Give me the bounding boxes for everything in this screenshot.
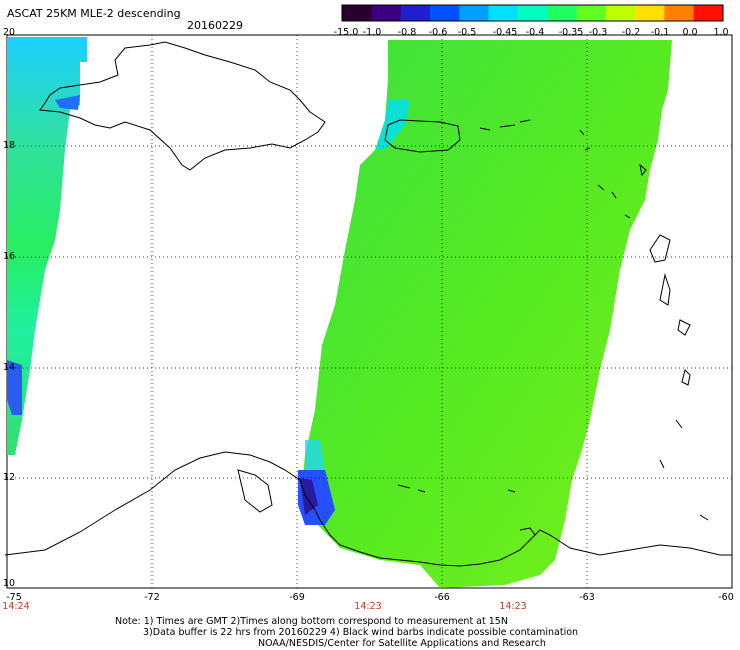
colorbar-segment <box>547 5 577 21</box>
coastlines <box>4 41 732 567</box>
colorbar-label: -0.8 <box>397 27 417 38</box>
longitude-label: -75 <box>6 592 22 603</box>
colorbar-label: -1.0 <box>362 27 382 38</box>
colorbar-label: -0.2 <box>621 27 641 38</box>
longitude-label: -60 <box>718 592 734 603</box>
coastline-hispaniola <box>39 41 326 171</box>
note-line-1: Note: 1) Times are GMT 2)Times along bot… <box>115 616 508 627</box>
colorbar-segment <box>371 5 402 21</box>
colorbar-label: -0.4 <box>525 27 545 38</box>
coastline-margarita <box>519 527 536 536</box>
main-swath-cyan <box>375 100 410 150</box>
main-swath-dark <box>300 478 318 515</box>
coastline-lake-maracaibo <box>237 469 273 513</box>
longitude-label: -72 <box>144 592 160 603</box>
latitude-label: 20 <box>3 27 16 38</box>
longitude-label: -69 <box>289 592 305 603</box>
left-swath-patch <box>7 360 22 415</box>
time-label: 14:23 <box>499 601 527 612</box>
colorbar-segment <box>576 5 607 21</box>
colorbar <box>341 4 724 22</box>
left-swath <box>7 37 87 455</box>
colorbar-segment <box>342 5 372 21</box>
colorbar-label: -0.1 <box>650 27 670 38</box>
colorbar-labels: -15.0 -1.0 -0.8 -0.6 -0.5 -0.45 -0.4 -0.… <box>326 27 738 39</box>
left-swath-patch <box>55 95 80 110</box>
coastline-abc-islands <box>397 484 516 493</box>
colorbar-label: -0.3 <box>588 27 608 38</box>
colorbar-label: 1.0 <box>713 27 729 38</box>
coastline-lesser-antilles <box>579 129 709 521</box>
grid-lines <box>7 35 732 588</box>
colorbar-label: -0.35 <box>558 27 584 38</box>
note-line-2: 3)Data buffer is 22 hrs from 20160229 4)… <box>143 627 579 638</box>
main-swath <box>300 40 672 588</box>
coastline-puerto-rico <box>384 119 461 153</box>
note-line-3: NOAA/NESDIS/Center for Satellite Applica… <box>258 638 546 649</box>
colorbar-label: -15.0 <box>333 27 359 38</box>
colorbar-segment <box>488 5 519 21</box>
coastline-virgin-islands <box>479 119 531 131</box>
colorbar-label: 0.0 <box>682 27 698 38</box>
colorbar-label: -0.5 <box>457 27 477 38</box>
latitude-label: 14 <box>3 362 16 373</box>
colorbar-label: -0.45 <box>492 27 518 38</box>
time-label: 14:24 <box>2 601 30 612</box>
colorbar-segment <box>693 5 724 21</box>
colorbar-segment <box>400 5 431 21</box>
colorbar-segment <box>429 5 460 21</box>
colorbar-segment <box>664 5 695 21</box>
colorbar-segment <box>635 5 665 21</box>
colorbar-segment <box>605 5 636 21</box>
colorbar-label: -0.6 <box>428 27 448 38</box>
latitude-label: 12 <box>3 472 16 483</box>
colorbar-segment <box>517 5 548 21</box>
time-label: 14:23 <box>354 601 382 612</box>
colorbar-segment <box>459 5 490 21</box>
latitude-label: 18 <box>3 140 16 151</box>
latitude-label: 10 <box>3 578 16 589</box>
longitude-label: -63 <box>579 592 595 603</box>
colorbar-border <box>341 4 724 22</box>
main-swath-cyan <box>305 440 325 470</box>
latitude-label: 16 <box>3 251 16 262</box>
coastline-south-america <box>4 451 732 567</box>
map-date: 20160229 <box>187 19 243 32</box>
longitude-label: -66 <box>434 592 450 603</box>
map-title: ASCAT 25KM MLE-2 descending <box>7 7 181 20</box>
